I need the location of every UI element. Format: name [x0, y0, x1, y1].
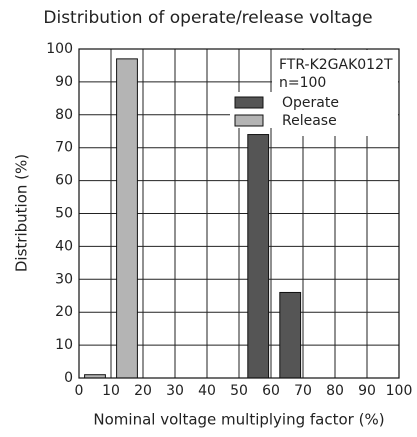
- legend-swatch: [234, 96, 264, 109]
- y-tick-label: 90: [55, 74, 73, 90]
- y-tick-label: 80: [55, 107, 73, 123]
- x-tick-label: 0: [75, 383, 84, 399]
- x-tick-label: 100: [386, 383, 413, 399]
- y-tick-label: 70: [55, 140, 73, 156]
- annotation: n=100: [279, 75, 326, 91]
- plot-frame: [78, 48, 400, 379]
- legend-background: [272, 50, 398, 136]
- x-tick-label: 30: [166, 383, 184, 399]
- y-tick-label: 100: [46, 41, 73, 57]
- x-tick-label: 90: [358, 383, 376, 399]
- y-axis-label: Distribution (%): [13, 154, 31, 272]
- y-tick-label: 10: [55, 337, 73, 353]
- x-tick-label: 50: [230, 383, 248, 399]
- annotation: FTR-K2GAK012T: [279, 57, 393, 73]
- x-axis-label: Nominal voltage multiplying factor (%): [93, 411, 384, 429]
- x-tick-label: 20: [134, 383, 152, 399]
- y-tick-label: 0: [64, 370, 73, 386]
- y-tick-label: 60: [55, 173, 73, 189]
- y-tick-label: 40: [55, 238, 73, 254]
- x-tick-label: 70: [294, 383, 312, 399]
- x-tick-label: 40: [198, 383, 216, 399]
- legend-swatch: [234, 114, 264, 127]
- chart-title: Distribution of operate/release voltage: [43, 8, 372, 28]
- bar: [279, 291, 302, 379]
- y-tick-label: 20: [55, 304, 73, 320]
- x-tick-label: 80: [326, 383, 344, 399]
- bar: [116, 58, 138, 379]
- legend-label: Release: [282, 113, 337, 129]
- x-tick-label: 10: [102, 383, 120, 399]
- x-tick-label: 60: [262, 383, 280, 399]
- bar: [247, 134, 270, 379]
- y-tick-label: 50: [55, 206, 73, 222]
- legend-label: Operate: [282, 95, 339, 111]
- y-tick-label: 30: [55, 271, 73, 287]
